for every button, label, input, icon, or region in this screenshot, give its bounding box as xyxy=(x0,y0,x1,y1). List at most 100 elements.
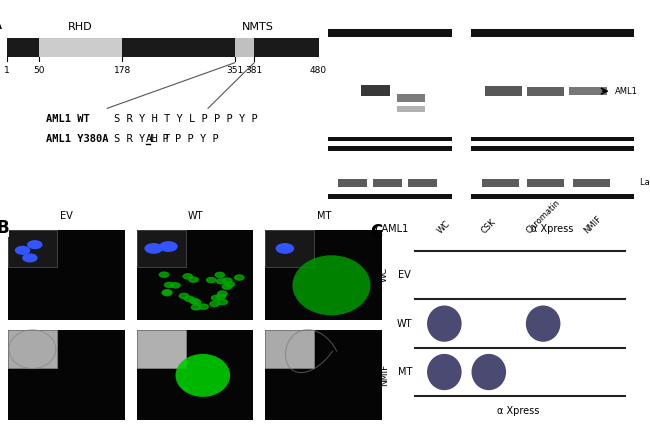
Circle shape xyxy=(28,241,42,248)
Text: WT: WT xyxy=(187,211,203,221)
Circle shape xyxy=(162,290,172,296)
Bar xyxy=(471,136,634,142)
Bar xyxy=(471,29,634,37)
Bar xyxy=(396,106,425,112)
Circle shape xyxy=(191,305,201,310)
Bar xyxy=(8,230,125,320)
Circle shape xyxy=(164,282,174,287)
Bar xyxy=(39,38,122,57)
Circle shape xyxy=(185,296,194,301)
Text: α AML1: α AML1 xyxy=(372,224,408,234)
Bar xyxy=(328,194,452,199)
Text: WC: WC xyxy=(436,218,452,235)
Bar xyxy=(265,230,382,320)
Bar xyxy=(136,330,254,420)
Text: RHD: RHD xyxy=(68,22,93,33)
Circle shape xyxy=(23,254,37,262)
Text: 351: 351 xyxy=(226,66,243,75)
Text: NMIF: NMIF xyxy=(380,364,389,387)
Text: EV: EV xyxy=(60,211,73,221)
Circle shape xyxy=(216,294,226,299)
Text: MT: MT xyxy=(413,0,429,1)
Circle shape xyxy=(210,302,219,307)
Bar xyxy=(8,330,125,420)
Circle shape xyxy=(189,298,199,303)
Text: EV: EV xyxy=(486,0,500,1)
Circle shape xyxy=(160,242,177,251)
Bar xyxy=(396,94,425,102)
Text: S R Y H T Y L P P P Y P: S R Y H T Y L P P P Y P xyxy=(114,114,257,124)
Text: WT: WT xyxy=(397,319,413,329)
Ellipse shape xyxy=(427,354,462,390)
Circle shape xyxy=(179,293,188,299)
Ellipse shape xyxy=(526,305,560,342)
Circle shape xyxy=(192,300,201,305)
Text: NMTS: NMTS xyxy=(241,22,274,33)
Bar xyxy=(527,179,564,187)
Circle shape xyxy=(225,282,235,287)
Text: AML1: AML1 xyxy=(615,87,638,96)
Text: A: A xyxy=(146,134,152,144)
Ellipse shape xyxy=(427,305,462,342)
Text: 50: 50 xyxy=(33,66,45,75)
Text: AML1 WT: AML1 WT xyxy=(46,114,89,124)
Bar xyxy=(527,87,564,96)
Text: 1: 1 xyxy=(5,66,10,75)
Text: MT: MT xyxy=(570,0,586,1)
Circle shape xyxy=(276,244,293,253)
Circle shape xyxy=(235,275,244,280)
Ellipse shape xyxy=(176,354,230,397)
Bar xyxy=(485,86,522,96)
Bar xyxy=(338,179,367,187)
Circle shape xyxy=(216,279,226,284)
Text: 480: 480 xyxy=(310,66,327,75)
Bar xyxy=(265,330,382,420)
Text: MT: MT xyxy=(398,367,412,377)
Text: EV: EV xyxy=(398,270,411,280)
Text: Lamin B: Lamin B xyxy=(640,178,650,187)
Circle shape xyxy=(222,284,231,289)
Text: 381: 381 xyxy=(246,66,263,75)
Text: α Xpress: α Xpress xyxy=(531,224,574,234)
Text: MT: MT xyxy=(317,211,331,221)
Bar xyxy=(8,330,57,368)
Circle shape xyxy=(211,295,221,300)
Bar xyxy=(136,330,186,368)
Bar xyxy=(471,194,634,199)
Bar xyxy=(6,38,318,57)
Bar xyxy=(361,85,390,96)
Bar xyxy=(265,330,315,368)
Text: WT: WT xyxy=(378,0,394,1)
Circle shape xyxy=(199,304,208,309)
Circle shape xyxy=(162,290,172,295)
Bar xyxy=(235,38,254,57)
Text: CSK: CSK xyxy=(480,217,498,235)
Text: WT: WT xyxy=(528,0,543,1)
Ellipse shape xyxy=(471,354,506,390)
Bar xyxy=(573,179,610,187)
Bar xyxy=(8,230,57,267)
Circle shape xyxy=(189,277,198,282)
Text: NMIF: NMIF xyxy=(582,214,603,235)
Circle shape xyxy=(16,247,29,254)
Circle shape xyxy=(218,291,227,296)
Bar xyxy=(471,146,634,151)
Bar xyxy=(328,146,452,151)
Bar xyxy=(569,87,606,95)
Text: Chromatin: Chromatin xyxy=(525,197,562,235)
Text: S R Y H T: S R Y H T xyxy=(114,134,176,144)
Text: C: C xyxy=(370,223,382,241)
Bar xyxy=(328,136,452,142)
Bar xyxy=(373,179,402,187)
Bar xyxy=(136,230,186,267)
Circle shape xyxy=(223,278,232,283)
Circle shape xyxy=(159,272,169,277)
Text: L P P P Y P: L P P P Y P xyxy=(150,134,218,144)
Text: 178: 178 xyxy=(114,66,131,75)
Circle shape xyxy=(215,272,225,278)
Bar xyxy=(482,179,519,187)
Text: AML1 Y380A: AML1 Y380A xyxy=(46,134,108,144)
Text: B: B xyxy=(0,219,8,237)
Circle shape xyxy=(207,278,216,283)
Text: α Xpress: α Xpress xyxy=(497,406,540,417)
